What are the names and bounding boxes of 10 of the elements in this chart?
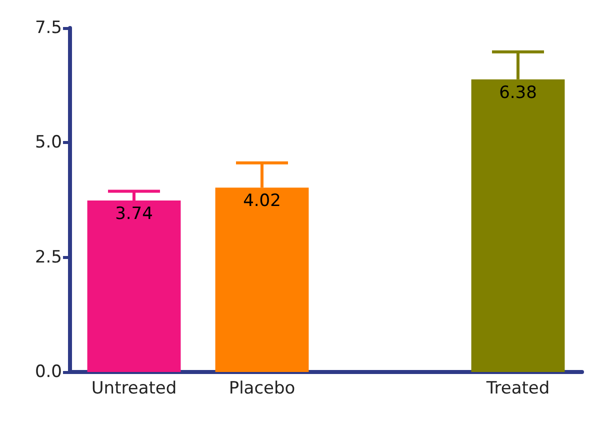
y-tick-label: 2.5	[34, 247, 62, 268]
data-label: 3.74	[115, 204, 153, 224]
data-label: 6.38	[499, 82, 537, 103]
x-tick-label: Placebo	[228, 378, 296, 398]
data-label: 4.02	[243, 191, 281, 212]
y-tick-label: 7.5	[34, 18, 62, 38]
y-tick-label: 0.0	[34, 362, 62, 382]
x-tick-label: Untreated	[91, 378, 177, 398]
y-tick-label: 5.0	[34, 132, 62, 153]
x-tick-label: Treated	[485, 378, 550, 398]
